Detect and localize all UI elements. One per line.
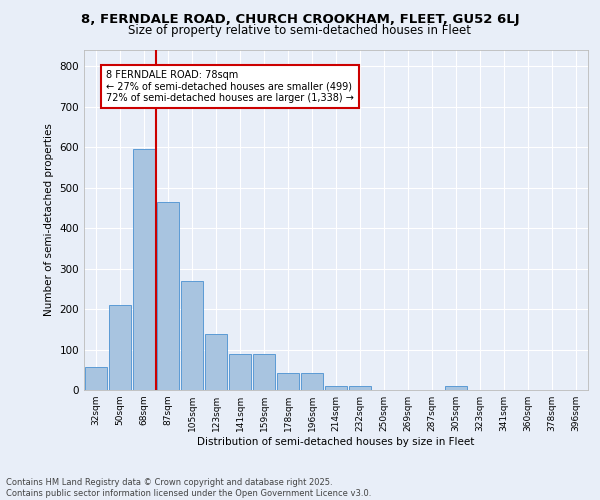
Bar [85,366,107,390]
Bar [133,149,155,390]
Text: 8, FERNDALE ROAD, CHURCH CROOKHAM, FLEET, GU52 6LJ: 8, FERNDALE ROAD, CHURCH CROOKHAM, FLEET… [80,12,520,26]
Bar [325,386,347,390]
Text: Size of property relative to semi-detached houses in Fleet: Size of property relative to semi-detach… [128,24,472,37]
Bar [349,386,371,390]
X-axis label: Distribution of semi-detached houses by size in Fleet: Distribution of semi-detached houses by … [197,437,475,447]
Bar [109,305,131,390]
Bar [277,372,299,390]
Bar [445,386,467,390]
Y-axis label: Number of semi-detached properties: Number of semi-detached properties [44,124,54,316]
Bar [301,372,323,390]
Bar [253,354,275,390]
Bar [181,280,203,390]
Bar [157,202,179,390]
Text: 8 FERNDALE ROAD: 78sqm
← 27% of semi-detached houses are smaller (499)
72% of se: 8 FERNDALE ROAD: 78sqm ← 27% of semi-det… [106,70,354,103]
Bar [229,354,251,390]
Text: Contains HM Land Registry data © Crown copyright and database right 2025.
Contai: Contains HM Land Registry data © Crown c… [6,478,371,498]
Bar [205,334,227,390]
